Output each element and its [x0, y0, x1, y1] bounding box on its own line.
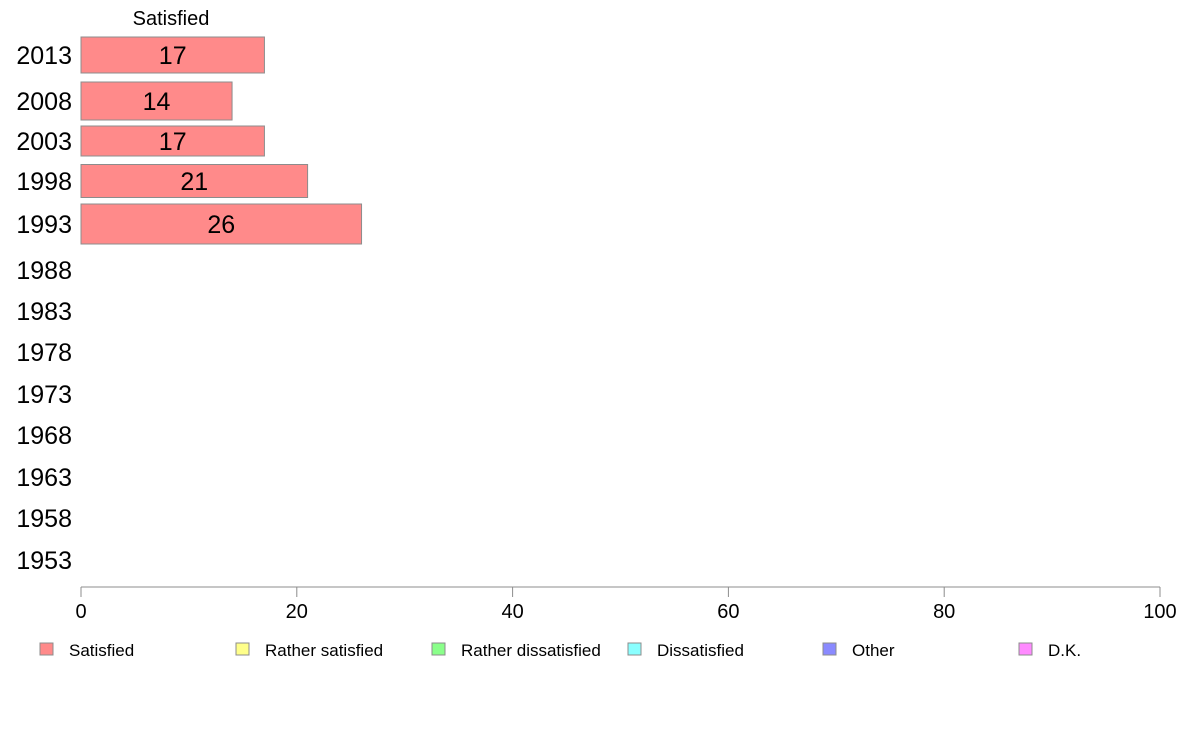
category-labels: 2013 2008 2003 1998 1993 1988 1983 1978 1973 1968… — [16, 42, 72, 575]
bar — [80, 125, 265, 157]
category-label: 2003 — [16, 128, 72, 156]
bar — [80, 36, 265, 74]
category-label: 1958 — [16, 505, 72, 533]
legend-item: Rather dissatisfied — [431, 641, 601, 660]
category-label: 1988 — [16, 257, 72, 285]
bar — [80, 164, 309, 198]
legend-label: D.K. — [1048, 641, 1081, 660]
bar — [80, 81, 233, 121]
x-tick-label: 40 — [501, 601, 523, 623]
category-label: 1953 — [16, 547, 72, 575]
bar-value-label: 17 — [159, 42, 187, 70]
x-axis: 0 20 40 60 80 100 — [75, 586, 1177, 623]
legend-swatch — [39, 642, 54, 656]
bar-value-label: 17 — [159, 128, 187, 156]
category-label: 1998 — [16, 168, 72, 196]
bar-value-label: 21 — [180, 168, 208, 196]
category-label: 1978 — [16, 339, 72, 367]
legend-swatch — [1018, 642, 1033, 656]
legend-label: Rather satisfied — [265, 641, 383, 660]
category-label: 2013 — [16, 42, 72, 70]
x-tick-label: 20 — [286, 601, 308, 623]
category-label: 1973 — [16, 381, 72, 409]
legend-label: Rather dissatisfied — [461, 641, 601, 660]
category-label: 1963 — [16, 464, 72, 492]
category-label: 2008 — [16, 88, 72, 116]
legend-swatch — [822, 642, 837, 656]
legend-label: Dissatisfied — [657, 641, 744, 660]
bar-value-label: 14 — [143, 88, 171, 116]
x-tick-label: 60 — [717, 601, 739, 623]
legend-item: D.K. — [1018, 641, 1081, 660]
bar-value-label: 26 — [207, 211, 235, 239]
legend-label: Satisfied — [69, 641, 134, 660]
column-title: Satisfied — [133, 8, 210, 30]
legend-item: Satisfied — [39, 641, 134, 660]
legend-label: Other — [852, 641, 895, 660]
legend: Satisfied Rather satisfied Rather dissatis… — [39, 641, 1081, 660]
category-label: 1993 — [16, 211, 72, 239]
bar — [80, 203, 363, 245]
category-label: 1968 — [16, 422, 72, 450]
legend-item: Rather satisfied — [235, 641, 383, 660]
value-labels: 17 14 17 21 26 — [143, 42, 236, 239]
x-tick-label: 80 — [933, 601, 955, 623]
x-tick-label: 0 — [75, 601, 86, 623]
bars — [80, 36, 363, 245]
x-tick-label: 100 — [1143, 601, 1176, 623]
category-label: 1983 — [16, 298, 72, 326]
legend-item: Other — [822, 641, 895, 660]
legend-swatch — [235, 642, 250, 656]
legend-item: Dissatisfied — [627, 641, 744, 660]
legend-swatch — [431, 642, 446, 656]
legend-swatch — [627, 642, 642, 656]
